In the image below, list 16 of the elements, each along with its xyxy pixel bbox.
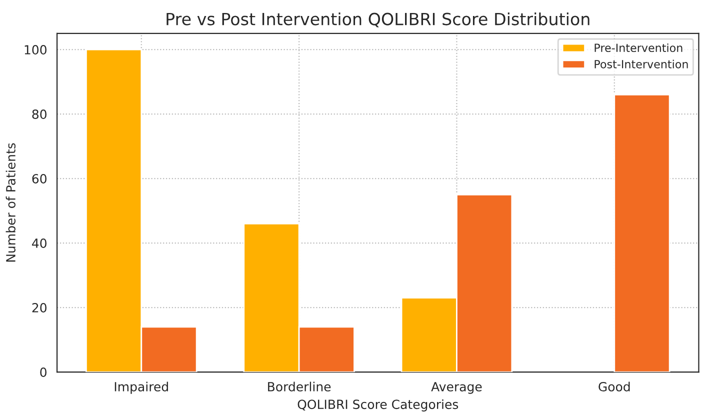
chart-title: Pre vs Post Intervention QOLIBRI Score Distribution — [166, 12, 590, 28]
bar — [614, 94, 670, 372]
x-axis-title: QOLIBRI Score Categories — [298, 399, 458, 412]
x-tick-label: Average — [431, 382, 482, 394]
y-tick-label: 80 — [32, 110, 46, 119]
y-tick-label: 0 — [40, 367, 46, 377]
y-tick-label: 60 — [32, 174, 46, 184]
y-axis-title: Number of Patients — [6, 143, 16, 262]
y-tick-label: 20 — [32, 303, 46, 312]
legend-label: Post-Intervention — [594, 60, 688, 68]
x-tick-label: Impaired — [114, 382, 168, 394]
y-tick-label: 40 — [32, 238, 46, 248]
y-tick-label: 100 — [24, 45, 46, 54]
x-tick-label: Borderline — [268, 382, 331, 392]
x-tick-label: Good — [598, 382, 630, 392]
legend-label: Pre-Intervention — [594, 43, 682, 52]
